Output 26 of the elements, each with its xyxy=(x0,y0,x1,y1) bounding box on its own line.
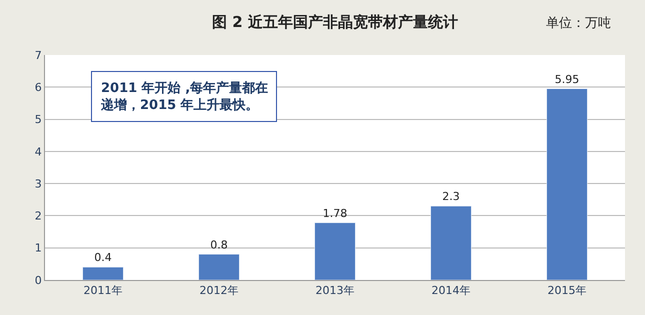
y-tick-label: 2 xyxy=(34,210,42,223)
y-tick-label: 5 xyxy=(34,113,42,126)
y-tick-label: 4 xyxy=(34,145,42,158)
annotation: 2011 年开始 ,每年产量都在递增，2015 年上升最快。 xyxy=(100,80,268,113)
chart-title: 图 2 近五年国产非晶宽带材产量统计 xyxy=(212,13,458,31)
x-tick-label: 2015年 xyxy=(548,284,586,298)
x-tick-label: 2011年 xyxy=(84,284,122,298)
y-tick-label: 6 xyxy=(34,80,42,94)
y-tick-label: 7 xyxy=(34,48,42,62)
y-tick-label: 1 xyxy=(34,242,42,255)
data-label: 2.3 xyxy=(442,190,460,204)
chart-subtitle: 单位：万吨 xyxy=(546,16,611,31)
bar xyxy=(314,222,356,280)
x-tick-label: 2014年 xyxy=(432,284,470,298)
y-tick-label: 0 xyxy=(34,274,42,287)
data-label: 5.95 xyxy=(554,72,580,86)
data-label: 0.4 xyxy=(94,251,112,264)
bar xyxy=(546,88,588,280)
y-tick-label: 3 xyxy=(34,177,42,190)
x-tick-label: 2012年 xyxy=(200,284,238,298)
x-tick-label: 2013年 xyxy=(316,284,354,298)
bar xyxy=(430,206,472,280)
data-label: 0.8 xyxy=(210,238,228,252)
bar xyxy=(82,266,124,280)
data-label: 1.78 xyxy=(322,206,348,220)
bar xyxy=(198,254,240,280)
